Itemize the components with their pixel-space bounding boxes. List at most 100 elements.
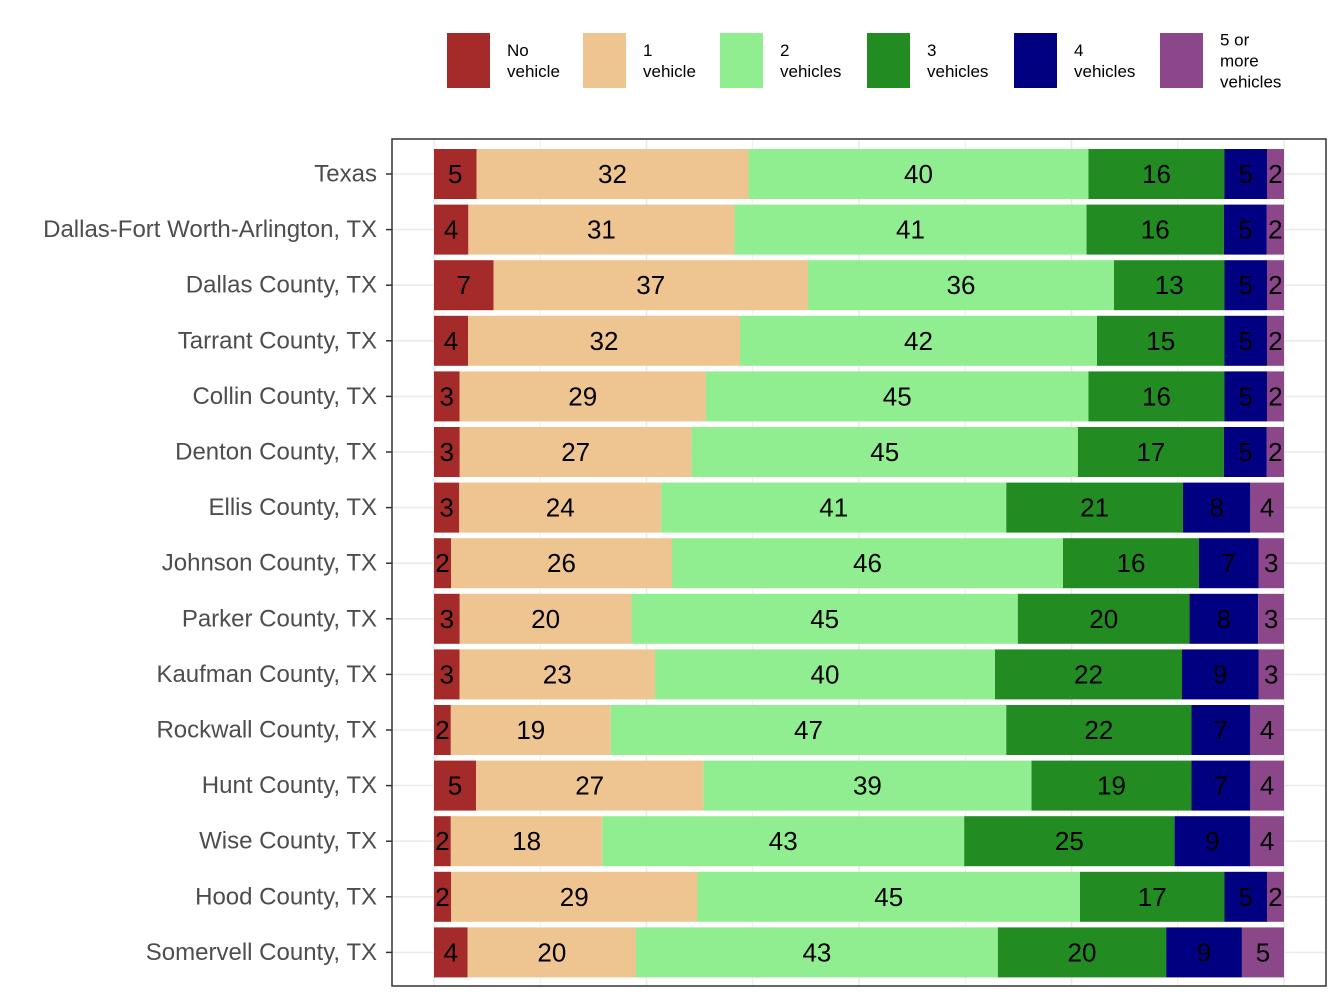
bar-4-vehicles-wise-county-tx (1174, 816, 1251, 867)
data-label-1-vehicle-denton-county-tx: 27 (561, 437, 590, 467)
bar-2-vehicles-dallas-county-tx (808, 260, 1114, 311)
data-label-no-vehicle-collin-county-tx: 3 (440, 381, 454, 411)
bar-3-vehicles-hunt-county-tx (1031, 760, 1192, 811)
legend-label-5-or-more-vehicles: 5 or more vehicles (1220, 30, 1281, 91)
data-label-2-vehicles-parker-county-tx: 45 (810, 604, 839, 634)
data-label-1-vehicle-collin-county-tx: 29 (568, 381, 597, 411)
y-tick-label-ellis-county-tx: Ellis County, TX (208, 494, 377, 521)
bar-1-vehicle-parker-county-tx (459, 593, 632, 644)
data-label-no-vehicle-hood-county-tx: 2 (435, 882, 449, 912)
bar-2-vehicles-parker-county-tx (631, 593, 1018, 644)
data-label-1-vehicle-hunt-county-tx: 27 (575, 771, 604, 801)
y-tick-label-dallas-county-tx: Dallas County, TX (186, 272, 377, 299)
bar-4-vehicles-hood-county-tx (1224, 871, 1267, 922)
legend-label-1-vehicle: 1 vehicle (643, 41, 696, 81)
data-label-1-vehicle-dallas-fort-worth-arlington-tx: 31 (587, 215, 616, 245)
data-label-5-or-more-vehicles-hunt-county-tx: 4 (1260, 771, 1274, 801)
bar-2-vehicles-ellis-county-tx (661, 482, 1007, 533)
legend-key-5-or-more-vehicles (1160, 33, 1203, 88)
data-label-2-vehicles-somervell-county-tx: 43 (802, 937, 831, 967)
data-label-4-vehicles-kaufman-county-tx: 9 (1213, 659, 1227, 689)
bar-4-vehicles-kaufman-county-tx (1182, 649, 1259, 700)
data-label-2-vehicles-johnson-county-tx: 46 (853, 548, 882, 578)
bar-no-vehicle-wise-county-tx (434, 816, 451, 867)
data-label-5-or-more-vehicles-dallas-fort-worth-arlington-tx: 2 (1268, 215, 1282, 245)
bar-2-vehicles-wise-county-tx (602, 816, 965, 867)
bar-3-vehicles-denton-county-tx (1077, 427, 1224, 477)
y-tick-label-hunt-county-tx: Hunt County, TX (202, 772, 377, 799)
bar-2-vehicles-denton-county-tx (691, 427, 1078, 477)
bar-1-vehicle-texas (476, 149, 749, 199)
data-label-5-or-more-vehicles-rockwall-county-tx: 4 (1260, 715, 1274, 745)
bar-1-vehicle-dallas-county-tx (493, 260, 808, 311)
data-label-4-vehicles-hunt-county-tx: 7 (1214, 771, 1228, 801)
data-label-1-vehicle-parker-county-tx: 20 (531, 604, 560, 634)
data-label-4-vehicles-denton-county-tx: 5 (1238, 437, 1252, 467)
data-label-4-vehicles-collin-county-tx: 5 (1239, 381, 1253, 411)
data-label-2-vehicles-collin-county-tx: 45 (883, 381, 912, 411)
y-tick-label-wise-county-tx: Wise County, TX (199, 828, 377, 855)
bar-no-vehicle-rockwall-county-tx (434, 705, 451, 755)
legend-key-no-vehicle (447, 33, 490, 88)
bar-3-vehicles-dallas-county-tx (1114, 260, 1225, 311)
bar-no-vehicle-somervell-county-tx (434, 927, 468, 978)
bar-2-vehicles-hunt-county-tx (703, 760, 1032, 811)
bar-2-vehicles-dallas-fort-worth-arlington-tx (734, 204, 1087, 255)
legend-key-1-vehicle (583, 33, 626, 88)
bar-4-vehicles-texas (1224, 149, 1267, 199)
data-label-no-vehicle-johnson-county-tx: 2 (435, 548, 449, 578)
bar-no-vehicle-kaufman-county-tx (434, 649, 460, 700)
data-label-no-vehicle-dallas-county-tx: 7 (457, 270, 471, 300)
bar-no-vehicle-parker-county-tx (434, 593, 460, 644)
data-label-5-or-more-vehicles-wise-county-tx: 4 (1260, 826, 1274, 856)
data-label-5-or-more-vehicles-collin-county-tx: 2 (1268, 381, 1282, 411)
data-label-1-vehicle-tarrant-county-tx: 32 (590, 326, 619, 356)
bar-5-or-more-vehicles-denton-county-tx (1266, 427, 1284, 477)
data-label-2-vehicles-dallas-fort-worth-arlington-tx: 41 (896, 215, 925, 245)
data-label-4-vehicles-rockwall-county-tx: 7 (1214, 715, 1228, 745)
data-label-1-vehicle-ellis-county-tx: 24 (546, 493, 575, 523)
legend-key-4-vehicles (1014, 33, 1057, 88)
bar-2-vehicles-tarrant-county-tx (740, 315, 1097, 366)
data-label-2-vehicles-tarrant-county-tx: 42 (904, 326, 933, 356)
data-label-1-vehicle-somervell-county-tx: 20 (537, 937, 566, 967)
y-tick-label-dallas-fort-worth-arlington-tx: Dallas-Fort Worth-Arlington, TX (43, 216, 377, 243)
bar-1-vehicle-ellis-county-tx (459, 482, 662, 533)
legend-label-3-vehicles: 3 vehicles (927, 41, 988, 81)
bar-5-or-more-vehicles-kaufman-county-tx (1258, 649, 1284, 700)
data-label-5-or-more-vehicles-ellis-county-tx: 4 (1260, 493, 1274, 523)
bar-3-vehicles-ellis-county-tx (1006, 482, 1184, 533)
data-label-2-vehicles-hood-county-tx: 45 (874, 882, 903, 912)
bar-1-vehicle-somervell-county-tx (467, 927, 636, 978)
bar-2-vehicles-kaufman-county-tx (655, 649, 995, 700)
bar-4-vehicles-dallas-fort-worth-arlington-tx (1223, 204, 1267, 255)
data-label-3-vehicles-wise-county-tx: 25 (1055, 826, 1084, 856)
data-label-5-or-more-vehicles-dallas-county-tx: 2 (1268, 270, 1282, 300)
bar-4-vehicles-ellis-county-tx (1183, 482, 1251, 533)
bar-no-vehicle-texas (434, 149, 477, 199)
data-label-3-vehicles-tarrant-county-tx: 15 (1146, 326, 1175, 356)
y-tick-label-somervell-county-tx: Somervell County, TX (146, 939, 377, 966)
bar-3-vehicles-collin-county-tx (1088, 371, 1225, 422)
bar-1-vehicle-hood-county-tx (451, 871, 698, 922)
bar-4-vehicles-rockwall-county-tx (1191, 705, 1251, 755)
data-label-5-or-more-vehicles-denton-county-tx: 2 (1268, 437, 1282, 467)
data-label-5-or-more-vehicles-tarrant-county-tx: 2 (1268, 326, 1282, 356)
data-label-5-or-more-vehicles-kaufman-county-tx: 3 (1264, 659, 1278, 689)
data-label-4-vehicles-tarrant-county-tx: 5 (1239, 326, 1253, 356)
data-label-no-vehicle-dallas-fort-worth-arlington-tx: 4 (444, 215, 458, 245)
data-label-no-vehicle-wise-county-tx: 2 (435, 826, 449, 856)
data-label-3-vehicles-parker-county-tx: 20 (1089, 604, 1118, 634)
data-label-5-or-more-vehicles-hood-county-tx: 2 (1268, 882, 1282, 912)
data-label-1-vehicle-hood-county-tx: 29 (560, 882, 589, 912)
data-label-2-vehicles-denton-county-tx: 45 (870, 437, 899, 467)
bar-no-vehicle-collin-county-tx (434, 371, 460, 422)
bar-no-vehicle-johnson-county-tx (434, 538, 451, 589)
bar-5-or-more-vehicles-hunt-county-tx (1250, 760, 1284, 811)
bar-3-vehicles-tarrant-county-tx (1097, 315, 1225, 366)
bar-2-vehicles-rockwall-county-tx (610, 705, 1007, 755)
bar-1-vehicle-tarrant-county-tx (468, 315, 740, 366)
data-label-3-vehicles-dallas-fort-worth-arlington-tx: 16 (1141, 215, 1170, 245)
data-label-1-vehicle-kaufman-county-tx: 23 (543, 659, 572, 689)
